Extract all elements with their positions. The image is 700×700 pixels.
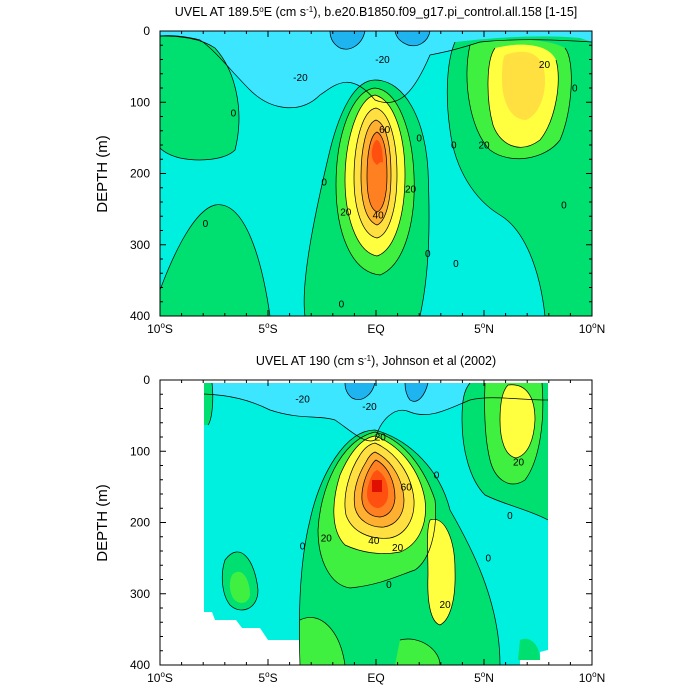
contour-label: 0: [231, 108, 237, 119]
contour-label: 0: [425, 249, 431, 260]
observation-panel: UVEL AT 190 (cm s-1), Johnson et al (200…: [94, 354, 605, 685]
contour-label: 0: [561, 200, 567, 211]
contour-labels: -20 -20 0 0 0 0 0 0 0 0 0 0 20 20 20 20 40 60: [203, 55, 578, 310]
x-tick-label: 5oS: [258, 670, 277, 685]
fill-positive-40: [427, 519, 456, 625]
contour-label: -20: [295, 395, 310, 406]
contour-label: 0: [434, 470, 440, 481]
contour-label: 20: [340, 207, 352, 218]
fill-positive-20: [229, 571, 250, 603]
x-tick-label: 10oS: [147, 670, 173, 685]
contour-label: 40: [368, 536, 380, 547]
contour-label: 20: [539, 60, 551, 71]
y-tick-label: 100: [130, 444, 150, 458]
contour-label: 0: [416, 133, 422, 144]
y-tick-label: 0: [143, 24, 150, 38]
y-tick-label: 0: [143, 373, 150, 387]
fill-negative-20: [160, 31, 592, 108]
contour-label: 40: [373, 210, 385, 221]
contour-label: 0: [486, 554, 492, 565]
contour-label: 20: [478, 141, 490, 152]
model-panel: UVEL AT 189.5oE (cm s-1), b.e20.B1850.f0…: [94, 5, 605, 336]
x-tick-label: 10oN: [579, 670, 605, 685]
fill-positive-0: [160, 36, 239, 160]
y-tick-label: 200: [130, 167, 150, 181]
contour-label: 0: [300, 542, 306, 553]
x-tick-label: 5oS: [258, 321, 277, 336]
contour-lines: [203, 382, 549, 665]
contour-label: 60: [379, 125, 391, 136]
y-tick-label: 300: [130, 587, 150, 601]
y-tick-label: 300: [130, 238, 150, 252]
fill-negative-40: [395, 31, 430, 46]
y-tick-label: 200: [130, 516, 150, 530]
contour-label: 0: [572, 84, 578, 95]
x-tick-label: EQ: [367, 671, 384, 685]
contour-label: -20: [293, 73, 308, 84]
contour-label: -20: [362, 402, 377, 413]
contour-label: 0: [453, 259, 459, 270]
y-tick-label: 400: [130, 658, 150, 672]
fill-negative-40: [405, 383, 428, 402]
fill-positive-0: [518, 638, 540, 660]
fill-positive-140: [372, 480, 382, 492]
y-axis-label: DEPTH (m): [94, 484, 111, 562]
y-tick-label: 400: [130, 309, 150, 323]
fill-positive-40: [500, 384, 535, 458]
contour-lines: [160, 31, 592, 316]
contour-label: 20: [405, 185, 417, 196]
contour-label: 0: [386, 580, 392, 591]
contour-label: 0: [339, 299, 345, 310]
contour-label: 20: [392, 543, 404, 554]
contour-label: 0: [451, 141, 457, 152]
fill-positive-20: [395, 639, 440, 665]
contour-label: 20: [375, 433, 387, 444]
contour-label: 0: [321, 178, 327, 189]
fill-negative-40: [330, 31, 365, 50]
fill-positive-120: [371, 140, 383, 165]
x-tick-label: 10oN: [579, 321, 605, 336]
contour-label: 0: [203, 219, 209, 230]
contour-label: 20: [513, 457, 525, 468]
contour-label: -20: [375, 55, 390, 66]
y-axis-label: DEPTH (m): [94, 135, 111, 213]
y-tick-label: 100: [130, 95, 150, 109]
chart-title: UVEL AT 189.5oE (cm s-1), b.e20.B1850.f0…: [175, 5, 578, 19]
fill-negative-20: [204, 383, 548, 441]
fill-positive-0: [204, 383, 213, 425]
contour-label: 20: [321, 534, 333, 545]
chart-title: UVEL AT 190 (cm s-1), Johnson et al (200…: [256, 354, 496, 368]
fill-positive-20: [300, 617, 345, 665]
contour-label: 20: [440, 600, 452, 611]
fill-positive-60: [502, 51, 546, 120]
x-tick-label: 5oN: [474, 321, 494, 336]
fill-positive-0: [160, 204, 270, 316]
x-tick-label: 10oS: [147, 321, 173, 336]
contour-fill: [160, 380, 592, 665]
contour-label: 0: [507, 511, 513, 522]
x-tick-label: EQ: [367, 322, 384, 336]
x-tick-label: 5oN: [474, 670, 494, 685]
contour-fill: [160, 31, 592, 316]
contour-labels: -20 -20 20 20 60 0 0 20 40 20 0 0 0 20: [295, 395, 524, 611]
contour-label: 60: [401, 482, 413, 493]
